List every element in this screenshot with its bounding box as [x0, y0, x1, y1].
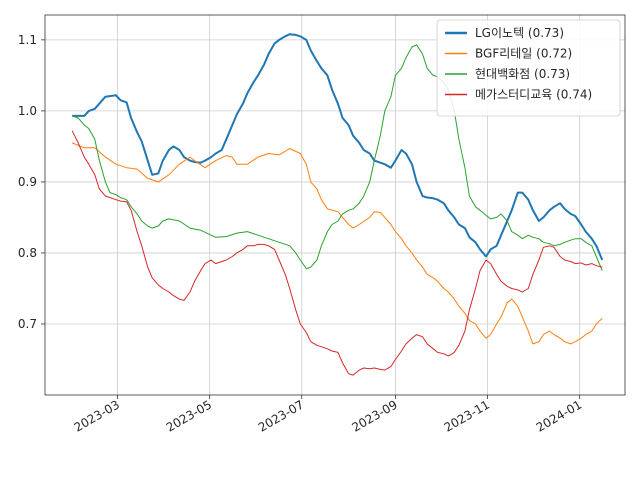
series-line-3: [72, 44, 603, 271]
legend-label: LG이노텍 (0.73): [475, 26, 564, 40]
y-tick-label: 1.0: [18, 104, 37, 118]
y-tick-label: 0.8: [18, 246, 37, 260]
legend-box: [436, 19, 621, 117]
y-tick-label: 1.1: [18, 33, 37, 47]
series-line-1: [72, 33, 604, 261]
series-lines: [71, 33, 604, 376]
y-tick-label: 0.7: [18, 317, 37, 331]
y-tick-label: 0.9: [18, 175, 37, 189]
series-line-4: [71, 130, 603, 376]
grid-lines: [45, 15, 625, 395]
plot-frame: [44, 14, 626, 396]
legend-label: BGF리테일 (0.72): [475, 47, 572, 61]
legend-label: 현대백화점 (0.73): [475, 67, 570, 81]
legend: LG이노텍 (0.73) BGF리테일 (0.72) 현대백화점 (0.73) 메가스…: [436, 19, 621, 117]
legend-label: 메가스터디교육 (0.74): [475, 88, 592, 102]
series-line-2: [72, 142, 603, 345]
